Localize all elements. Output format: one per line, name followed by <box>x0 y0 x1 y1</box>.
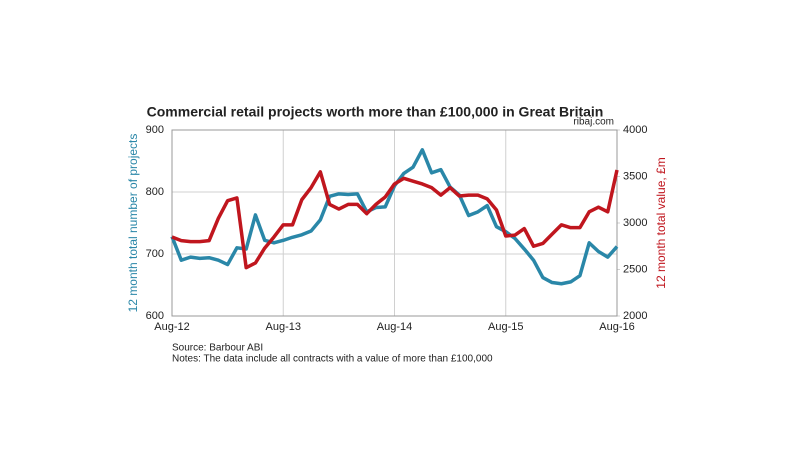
x-tick-label: Aug-13 <box>266 321 301 333</box>
series-line <box>171 169 619 270</box>
site-label: ribaj.com <box>573 117 614 128</box>
y2-axis-label: 12 month total value, £m <box>654 157 668 288</box>
y-axis-label: 12 month total number of projects <box>126 134 140 313</box>
y-tick-label: 600 <box>146 310 164 322</box>
y2-tick-label: 2500 <box>623 263 647 275</box>
y-tick-label: 800 <box>146 186 164 198</box>
x-tick-label: Aug-15 <box>488 321 523 333</box>
x-tick-label: Aug-12 <box>154 321 189 333</box>
y2-tick-label: 3000 <box>623 217 647 229</box>
chart-title: Commercial retail projects worth more th… <box>147 104 604 120</box>
y-tick-label: 900 <box>146 124 164 136</box>
y2-tick-label: 2000 <box>623 310 647 322</box>
y-tick-label: 700 <box>146 248 164 260</box>
y2-tick-label: 4000 <box>623 124 647 136</box>
note: Notes: The data include all contracts wi… <box>172 354 493 365</box>
y2-tick-label: 3500 <box>623 170 647 182</box>
x-tick-label: Aug-16 <box>599 321 634 333</box>
plot-border <box>171 129 618 317</box>
x-tick-label: Aug-14 <box>377 321 412 333</box>
source: Source: Barbour ABI <box>172 343 263 354</box>
